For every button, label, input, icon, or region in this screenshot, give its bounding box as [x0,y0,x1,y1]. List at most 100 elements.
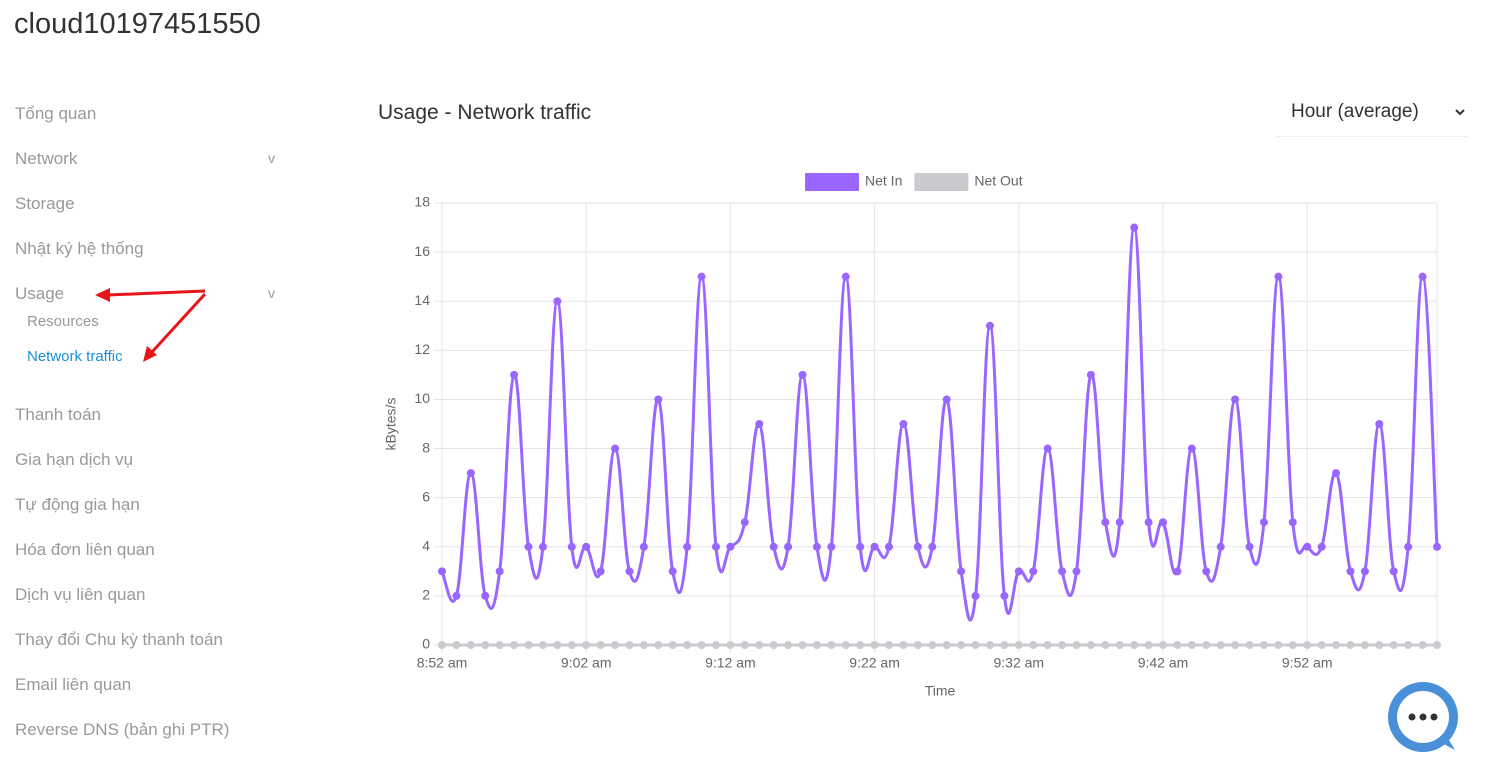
nav-item[interactable]: Gia hạn dịch vụ [15,450,134,469]
point [654,641,663,649]
nav-item[interactable]: Thanh toán [15,405,102,424]
nav-toggle[interactable]: v [268,285,275,301]
x-tick-label: 9:52 am [1282,655,1333,671]
period-select[interactable]: Hour (average) [1276,90,1468,137]
point [1389,567,1398,576]
point [711,542,720,551]
point [1375,641,1384,649]
nav-item[interactable]: Email liên quan [15,675,132,694]
nav-item[interactable]: Tự động gia hạn [15,495,140,514]
x-tick-label: 8:52 am [417,655,468,671]
nav-item[interactable]: Hóa đơn liên quan [15,540,155,559]
nav-subitem[interactable]: Resources [27,313,99,330]
point [1317,641,1326,649]
y-tick-label: 16 [414,243,430,259]
x-tick-label: 9:12 am [705,655,756,671]
point [582,641,591,649]
point [683,542,692,551]
point [1375,420,1384,428]
point [1303,542,1312,551]
point [654,395,663,404]
point [510,641,519,649]
point [1360,567,1369,576]
point [596,641,605,649]
point [971,641,980,649]
point [1115,518,1124,527]
point [668,641,677,649]
point [1404,641,1413,649]
point [1187,444,1196,453]
legend-swatch [805,173,859,191]
point [1159,518,1168,527]
point [784,641,793,649]
point [856,542,865,551]
point [841,272,850,281]
point [1000,641,1009,649]
point [510,370,519,379]
point [611,641,620,649]
point [769,542,778,551]
point [1086,370,1095,379]
nav-item[interactable]: Network [15,149,78,168]
y-tick-label: 10 [414,390,430,406]
point [1144,518,1153,527]
point [438,567,446,576]
point [899,641,908,649]
point [942,395,951,404]
point [711,641,720,649]
point [438,641,446,649]
y-tick-label: 14 [414,292,430,308]
nav-subitem[interactable]: Network traffic [27,348,123,365]
legend-label: Net In [865,173,902,189]
point [1216,641,1225,649]
y-tick-label: 8 [422,439,430,455]
point [625,641,634,649]
nav-toggle[interactable]: v [268,150,275,166]
point [481,591,490,600]
chat-button[interactable] [1388,682,1458,752]
point [1259,641,1268,649]
nav-item[interactable]: Tổng quan [15,104,97,123]
select-value: Hour (average) [1291,101,1419,122]
point [812,542,821,551]
point [1245,542,1254,551]
x-tick-label: 9:32 am [994,655,1045,671]
nav-item[interactable]: Dịch vụ liên quan [15,585,146,604]
point [538,542,547,551]
line [440,226,1439,622]
point [668,567,677,576]
point [596,567,605,576]
point [1332,641,1341,649]
point [452,591,461,600]
point [1187,641,1196,649]
nav-item[interactable]: Usage [15,284,65,303]
point [1303,641,1312,649]
point [971,591,980,600]
point [1231,641,1240,649]
point [1202,567,1211,576]
point [798,370,807,379]
point [1043,641,1052,649]
point [538,641,547,649]
point [524,641,533,649]
point [567,641,576,649]
point [553,297,562,306]
point [1130,641,1139,649]
nav-item[interactable]: Reverse DNS (bản ghi PTR) [15,720,230,739]
point [1173,641,1182,649]
point [841,641,850,649]
point [1130,223,1139,232]
point [957,641,966,649]
point [942,641,951,649]
nav-item[interactable]: Thay đổi Chu kỳ thanh toán [15,630,223,649]
point [1346,567,1355,576]
nav-item[interactable]: Nhật ký hệ thống [15,239,144,258]
point [639,542,648,551]
point [726,641,735,649]
point [639,641,648,649]
nav-item[interactable]: Storage [15,194,75,213]
point [1418,641,1427,649]
point [1058,641,1067,649]
point [740,641,749,649]
